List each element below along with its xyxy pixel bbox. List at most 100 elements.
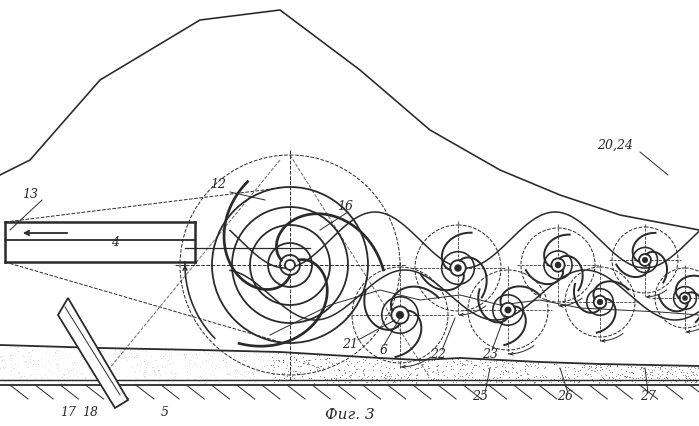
Point (403, 371, 415, 378)
Point (317, 367, 328, 374)
Point (265, 362, 276, 368)
Point (123, 346, 134, 353)
Point (389, 377, 400, 383)
Point (285, 357, 296, 363)
Point (598, 374, 609, 381)
Point (85, 348, 96, 354)
Point (498, 359, 510, 366)
Point (268, 357, 279, 363)
Point (184, 360, 195, 366)
Point (449, 373, 461, 380)
Point (617, 370, 628, 377)
Point (432, 361, 443, 368)
Point (296, 371, 307, 378)
Point (588, 368, 599, 374)
Point (422, 374, 433, 381)
Point (201, 370, 212, 377)
Point (115, 355, 127, 362)
Point (13, 344, 24, 351)
Point (66, 367, 77, 374)
Point (333, 367, 345, 374)
Point (29, 371, 40, 377)
Point (438, 376, 449, 383)
Text: 25: 25 (472, 391, 488, 403)
Point (52, 361, 64, 368)
Point (580, 370, 591, 377)
Point (0, 364, 6, 371)
Point (111, 378, 122, 385)
Point (25, 359, 36, 366)
Point (138, 368, 150, 375)
Point (639, 374, 650, 380)
Point (278, 356, 289, 363)
Point (256, 365, 267, 371)
Point (488, 374, 499, 381)
Point (284, 365, 296, 372)
Point (600, 371, 612, 378)
Point (427, 368, 438, 374)
Text: 13: 13 (22, 188, 38, 201)
Point (513, 378, 524, 385)
Point (545, 376, 556, 383)
Point (412, 365, 423, 372)
Point (582, 370, 593, 377)
Point (3, 354, 15, 361)
Point (596, 374, 607, 381)
Point (647, 363, 658, 370)
Point (665, 369, 676, 376)
Point (178, 351, 189, 358)
Point (217, 354, 228, 361)
Point (68, 365, 79, 371)
Point (482, 362, 493, 368)
Point (108, 349, 119, 356)
Point (190, 351, 201, 357)
Point (461, 357, 473, 364)
Point (491, 363, 503, 370)
Point (194, 349, 205, 356)
Point (168, 374, 180, 380)
Point (680, 375, 691, 382)
Point (249, 350, 260, 357)
Point (303, 375, 315, 382)
Point (496, 363, 507, 370)
Point (298, 360, 309, 366)
Point (134, 367, 145, 374)
Point (401, 371, 412, 378)
Point (131, 360, 143, 367)
Point (87, 366, 99, 373)
Circle shape (639, 254, 651, 266)
Point (374, 377, 385, 383)
Point (607, 368, 618, 375)
Point (549, 361, 560, 368)
Point (86, 351, 97, 357)
Point (466, 368, 477, 375)
Point (65, 344, 76, 351)
Point (51, 373, 62, 380)
Point (247, 370, 259, 377)
Point (258, 357, 269, 364)
Point (302, 357, 313, 363)
Point (384, 377, 396, 383)
Point (227, 358, 238, 365)
Point (357, 356, 368, 363)
Point (496, 379, 507, 386)
Point (76, 370, 87, 377)
Point (601, 363, 612, 369)
Point (10, 360, 21, 367)
Point (532, 360, 543, 366)
Point (179, 363, 190, 369)
Point (273, 357, 284, 363)
Point (138, 370, 150, 377)
Point (548, 360, 559, 367)
Point (237, 371, 248, 377)
Point (296, 372, 308, 379)
Point (74, 366, 85, 372)
Point (500, 368, 512, 375)
Point (661, 370, 672, 377)
Point (273, 375, 284, 382)
Point (344, 358, 355, 365)
Point (318, 366, 329, 372)
Point (205, 371, 216, 377)
Point (295, 368, 306, 375)
Point (216, 358, 227, 365)
